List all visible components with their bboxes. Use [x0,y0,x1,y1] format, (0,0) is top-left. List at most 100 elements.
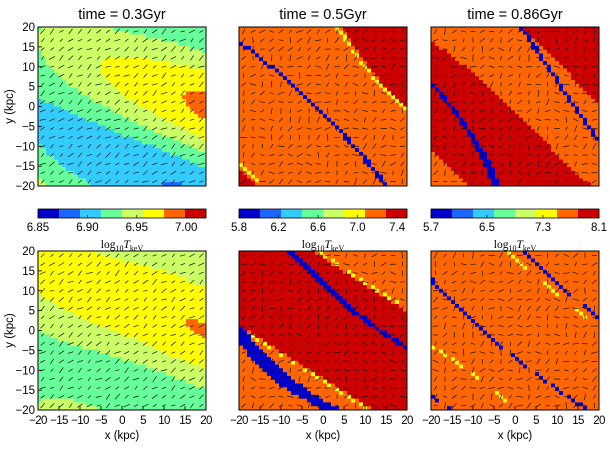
velocity-arrow [297,170,302,175]
heatmap-cell [247,49,252,55]
velocity-arrow [104,136,112,139]
heatmap-cell [435,106,440,111]
heatmap-cell [198,136,203,142]
heatmap-cell [375,125,380,130]
velocity-arrow [240,179,247,184]
velocity-arrow [160,162,168,166]
velocity-arrow [161,100,167,104]
velocity-arrow [250,180,256,183]
heatmap-cell [162,34,167,39]
heatmap-cell [62,182,67,186]
heatmap-cell [198,102,203,108]
heatmap-cell [166,170,171,176]
heatmap-cell [267,76,272,81]
heatmap-cell [483,91,488,96]
velocity-arrow [58,73,65,78]
velocity-arrow [67,65,74,69]
heatmap-cell [307,34,312,39]
heatmap-cell [194,148,199,153]
heatmap-cell [379,163,384,168]
heatmap-cell [239,64,244,70]
heatmap-cell [439,30,444,36]
heatmap-cell [479,61,484,66]
heatmap-cell [70,49,75,55]
heatmap-cell [303,129,308,134]
heatmap-cell [295,148,300,153]
heatmap-cell [503,151,508,157]
heatmap-cell [106,170,111,176]
heatmap-cell [174,98,179,104]
heatmap-cell [194,117,199,123]
heatmap-cell [263,57,268,62]
heatmap-cell [263,83,268,89]
heatmap-cell [190,83,195,89]
heatmap-cell [263,38,268,43]
heatmap-cell [263,72,268,77]
heatmap-cell [247,30,252,36]
heatmap-cell [46,30,51,36]
velocity-arrow [77,99,83,106]
heatmap-cell [243,140,248,145]
heatmap-cell [383,151,388,157]
heatmap-cell [383,140,388,145]
heatmap-cell [323,38,328,43]
heatmap-cell [447,91,452,96]
heatmap-cell [243,45,248,51]
heatmap-cell [435,27,440,32]
heatmap-cell [46,68,51,74]
heatmap-cell [339,95,344,100]
heatmap-cell [363,133,368,138]
heatmap-cell [435,129,440,134]
heatmap-cell [194,49,199,55]
heatmap-cell [62,114,67,119]
heatmap-cell [455,102,460,108]
heatmap-cell [158,98,163,104]
heatmap-cell [162,49,167,55]
heatmap-cell [130,68,135,74]
heatmap-cell [102,170,107,176]
heatmap-cell [379,114,384,119]
heatmap-cell [243,102,248,108]
heatmap-cell [102,53,107,58]
heatmap-cell [186,114,191,119]
heatmap-cell [355,151,360,157]
heatmap-cell [198,30,203,36]
heatmap-cell [371,72,376,77]
heatmap-cell [194,178,199,183]
heatmap-cell [102,159,107,164]
heatmap-cell [491,148,496,153]
heatmap-cell [435,151,440,157]
heatmap-cell [355,148,360,153]
heatmap-cell [463,121,468,127]
heatmap-cell [339,155,344,161]
heatmap-cell [146,27,151,32]
heatmap-cell [347,129,352,134]
heatmap-cell [82,167,87,172]
velocity-arrow [315,109,322,113]
heatmap-cell [66,163,71,168]
heatmap-cell [142,170,147,176]
heatmap-cell [98,76,103,81]
heatmap-cell [126,80,131,85]
heatmap-cell [475,148,480,153]
heatmap-cell [371,106,376,111]
heatmap-cell [190,57,195,62]
heatmap-cell [138,174,143,180]
velocity-arrow [334,118,340,121]
heatmap-cell [307,129,312,134]
heatmap-cell [367,34,372,39]
heatmap-cell [339,64,344,70]
velocity-arrow [105,144,111,149]
heatmap-cell [319,95,324,100]
velocity-arrow [343,92,349,95]
heatmap-cell [351,102,356,108]
heatmap-cell [279,45,284,51]
heatmap-cell [178,80,183,85]
heatmap-cell [467,57,472,62]
heatmap-cell [379,80,384,85]
heatmap-cell [371,57,376,62]
heatmap-cell [178,114,183,119]
heatmap-cell [46,91,51,96]
velocity-arrow [133,153,139,157]
velocity-arrow [133,161,139,166]
